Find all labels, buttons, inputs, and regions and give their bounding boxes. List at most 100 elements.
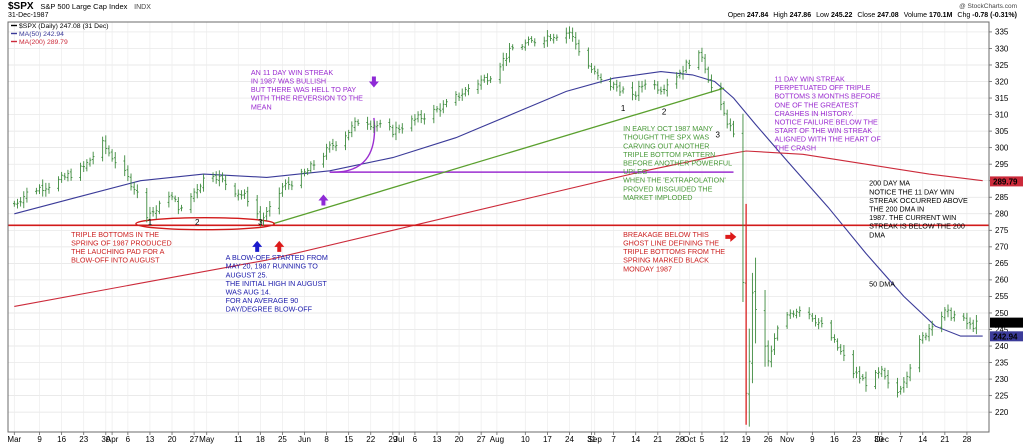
annotation-line: BLOW-OFF INTO AUGUST: [71, 256, 160, 265]
annotation-line: THE LAUCHING PAD FOR A: [71, 247, 165, 256]
ohlc-label: Chg: [957, 12, 970, 19]
pattern-marker: 1: [621, 104, 626, 113]
annotation-blow-off: A BLOW-OFF STARTED FROM MAY 20, 1987 RUNN…: [226, 253, 328, 314]
annotation-line: BEFORE ANOTHER POWERFUL: [623, 159, 732, 168]
y-tick-label: 285: [995, 193, 1009, 202]
annotation-line: 11 DAY WIN STREAK: [775, 75, 845, 84]
x-tick-label: 24: [565, 435, 574, 444]
annotation-line: SPRING OF 1987 PRODUCED: [71, 239, 172, 248]
annotation-breakage: BREAKAGE BELOW THIS GHOST LINE DEFINING T…: [623, 230, 725, 273]
y-tick-label: 230: [995, 375, 1009, 384]
x-tick-label: 6: [126, 435, 131, 444]
ohlc-label: Close: [857, 12, 875, 19]
annotation-line: TRIPLE BOTTOM PATTERN: [623, 150, 715, 159]
x-tick-label: 28: [675, 435, 684, 444]
streak-arc: [329, 117, 376, 173]
annotation-line: WAS AUG 14.: [226, 287, 271, 296]
annotation-line: ALIGNED WITH THE HEART OF: [775, 135, 882, 144]
x-tick-label: 25: [278, 435, 287, 444]
symbol: $SPX: [8, 1, 34, 12]
arrow-up: [318, 194, 329, 206]
annotation-line: 200 DAY MA: [869, 179, 910, 188]
chart-date: 31-Dec-1987: [8, 12, 49, 19]
value-label: 247.08: [993, 319, 1018, 328]
pattern-marker: 3: [716, 130, 721, 139]
ohlc-value: 245.22: [831, 12, 853, 19]
x-tick-label: 17: [543, 435, 552, 444]
annotation-extrapolation: IN EARLY OCT 1987 MANY THOUGHT THE SPX WA…: [623, 124, 732, 202]
value-label-box: [990, 331, 1023, 342]
y-tick-label: 310: [995, 110, 1009, 119]
value-label-box: [990, 317, 1023, 328]
arrow-up: [252, 240, 263, 252]
annotation-line: FOR AN AVERAGE 90: [226, 296, 299, 305]
y-tick-label: 225: [995, 391, 1009, 400]
annotation-line: THE 200 DMA IN: [869, 204, 924, 213]
x-tick-label: Mar: [7, 435, 21, 444]
gridlines: [8, 22, 989, 432]
x-tick-label: 21: [653, 435, 662, 444]
annotation-line: IN EARLY OCT 1987 MANY: [623, 124, 713, 133]
markers: 1 2 3 1 2 3: [148, 76, 737, 252]
x-tick-label: 27: [477, 435, 486, 444]
annotation-line: PERPETUATED OFF TRIPLE: [775, 83, 871, 92]
x-tick-label: Aug: [490, 435, 504, 444]
x-tick-label: 5: [700, 435, 705, 444]
annotation-line: CRASHES IN HISTORY.: [775, 109, 854, 118]
annotation-line: MAY 20, 1987 RUNNING TO: [226, 262, 319, 271]
ohlc-label: Open: [728, 12, 745, 19]
annotation-line: CARVING OUT ANOTHER: [623, 141, 709, 150]
annotation-line: SPRING MARKED BLACK: [623, 256, 709, 265]
x-tick-label: 13: [433, 435, 442, 444]
x-tick-label: 22: [366, 435, 375, 444]
annotation-line: WITH THRE REVERSION TO THE: [251, 94, 363, 103]
arrow-down: [368, 76, 379, 88]
legend-entry: MA(50) 242.94: [19, 31, 64, 38]
index-title: S&P 500 Large Cap Index: [40, 2, 127, 11]
annotation-line: PROVED MISGUIDED THE: [623, 184, 713, 193]
header: $SPX S&P 500 Large Cap Index INDX 31-Dec…: [8, 1, 1017, 19]
y-tick-label: 320: [995, 77, 1009, 86]
x-tick-label: 9: [37, 435, 42, 444]
x-tick-label: 30: [874, 435, 883, 444]
annotation-win-streak-1987: AN 11 DAY WIN STREAK IN 1987 WAS BULLISH B…: [251, 68, 363, 111]
x-tick-label: 16: [57, 435, 66, 444]
series-line: [14, 150, 983, 307]
legend: $SPX (Daily) 247.08 (31 Dec)MA(50) 242.9…: [11, 23, 109, 46]
annotation-line: 50 DMA: [869, 280, 895, 289]
annotation-line: DAY/DEGREE BLOW-OFF: [226, 305, 313, 314]
ohlc-value: 247.08: [877, 12, 899, 19]
x-tick-label: 27: [190, 435, 199, 444]
ohlc-value: 247.84: [747, 12, 769, 19]
annotation-line: TRIPLE BOTTOMS IN THE: [71, 230, 159, 239]
x-tick-label: 31: [587, 435, 596, 444]
y-tick-label: 265: [995, 259, 1009, 268]
x-tick-label: Jun: [298, 435, 311, 444]
y-tick-label: 300: [995, 143, 1009, 152]
x-tick-label: 28: [962, 435, 971, 444]
annotation-ma50-note: 50 DMA: [869, 280, 895, 289]
x-tick-label: 20: [168, 435, 177, 444]
legend-entry: $SPX (Daily) 247.08 (31 Dec): [19, 23, 109, 30]
x-tick-label: 20: [455, 435, 464, 444]
value-label: 242.94: [993, 332, 1018, 341]
pattern-marker: 1: [148, 218, 153, 227]
ohlc-label: Volume: [904, 12, 927, 19]
value-label-box: [990, 176, 1023, 187]
annotation-line: 1987. THE CURRENT WIN: [869, 213, 956, 222]
triple-bottom-ellipse: [135, 216, 276, 231]
annotation-line: AN 11 DAY WIN STREAK: [251, 68, 333, 77]
drawn-lines: [8, 87, 989, 231]
x-tick-label: 13: [145, 435, 154, 444]
y-tick-label: 275: [995, 226, 1009, 235]
legend-entry: MA(200) 289.79: [19, 39, 68, 46]
annotation-line: TRIPLE BOTTOMS FROM THE: [623, 247, 725, 256]
x-tick-label: 26: [764, 435, 773, 444]
x-tick-label: 8: [324, 435, 329, 444]
annotation-line: MONDAY 1987: [623, 264, 672, 273]
x-tick-label: 29: [388, 435, 397, 444]
y-tick-label: 305: [995, 127, 1009, 136]
x-tick-label: 11: [234, 435, 243, 444]
y-tick-label: 255: [995, 292, 1009, 301]
x-tick-label: 23: [79, 435, 88, 444]
